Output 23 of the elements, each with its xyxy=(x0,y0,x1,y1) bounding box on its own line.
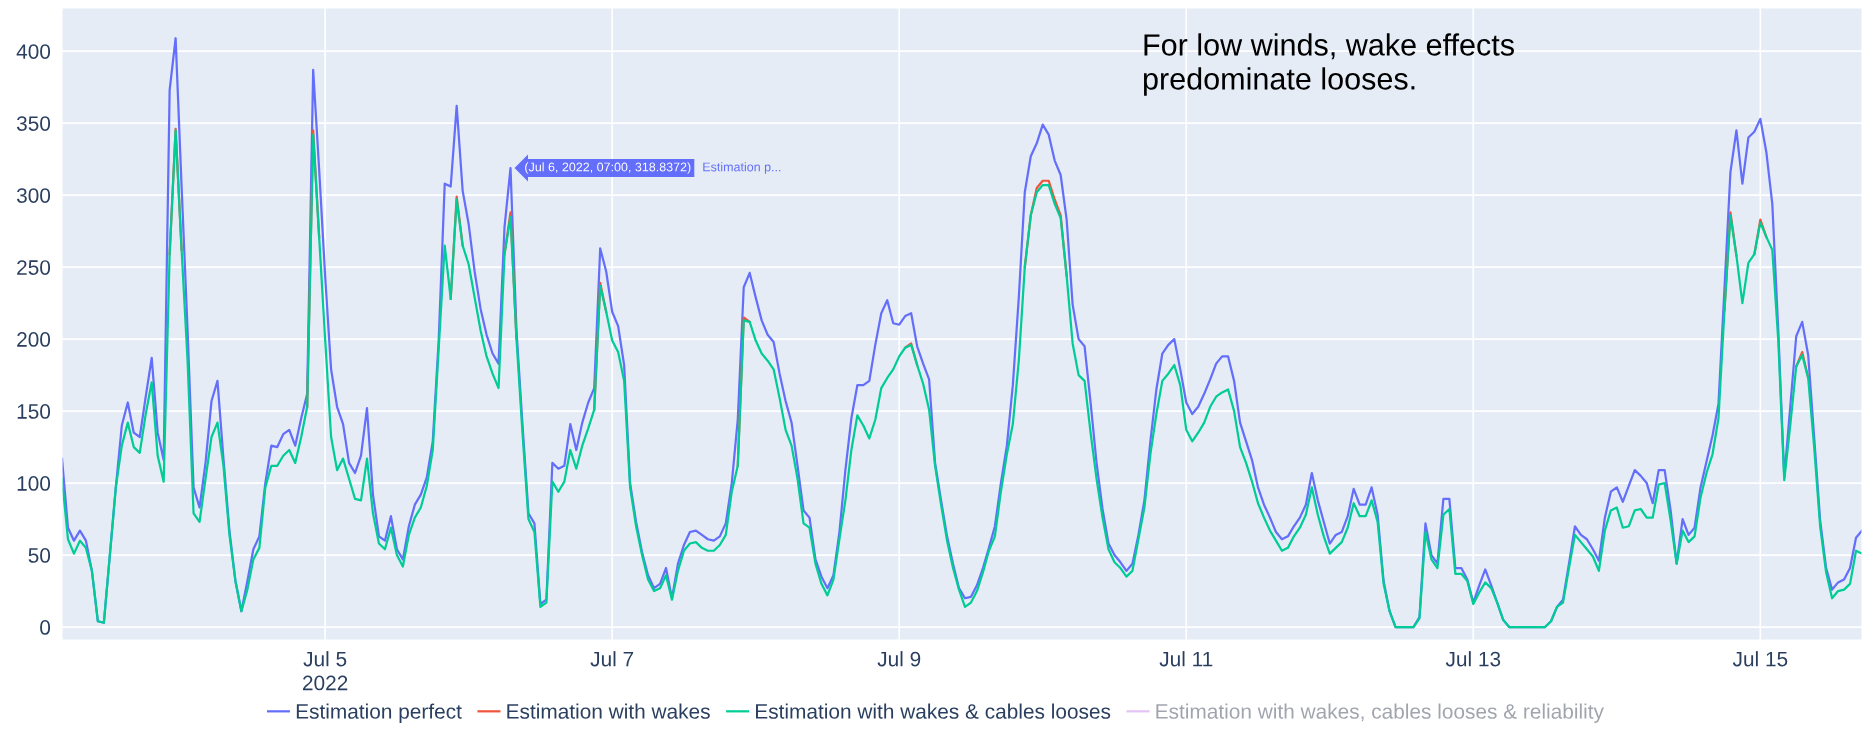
annotation: (Jul 6, 2022, 07:00, 318.8372) xyxy=(525,162,691,174)
y-tick-label: 400 xyxy=(16,44,51,59)
y-tick-label: 250 xyxy=(17,260,51,275)
x-tick-label: Jul 9 xyxy=(877,651,921,667)
y-tick-label: 100 xyxy=(17,476,51,491)
line-series xyxy=(62,129,1862,629)
annotation: For low winds, wake effects predominate looses. xyxy=(1143,33,1514,96)
x-tick-label: Jul 5 2022 xyxy=(303,651,348,691)
y-tick-label: 350 xyxy=(16,116,51,131)
y-tick-label: 50 xyxy=(28,548,51,563)
x-tick-label: Jul 11 xyxy=(1159,651,1213,667)
y-tick-label: 200 xyxy=(17,332,51,347)
x-tick-label: Jul 13 xyxy=(1445,651,1501,667)
legend-label: Estimation with wakes, cables looses & reliability xyxy=(1156,703,1604,723)
annotation: Estimation p... xyxy=(703,162,781,174)
legend-label: Estimation perfect xyxy=(296,703,462,723)
y-tick-label: 150 xyxy=(17,404,51,419)
y-tick-label: 300 xyxy=(16,188,51,203)
y-tick-label: 0 xyxy=(40,620,51,635)
legend-label: Estimation with wakes xyxy=(507,703,710,719)
x-tick-label: Jul 15 xyxy=(1732,651,1788,667)
legend-label: Estimation with wakes & cables looses xyxy=(756,703,1111,719)
x-tick-label: Jul 7 xyxy=(590,651,634,667)
